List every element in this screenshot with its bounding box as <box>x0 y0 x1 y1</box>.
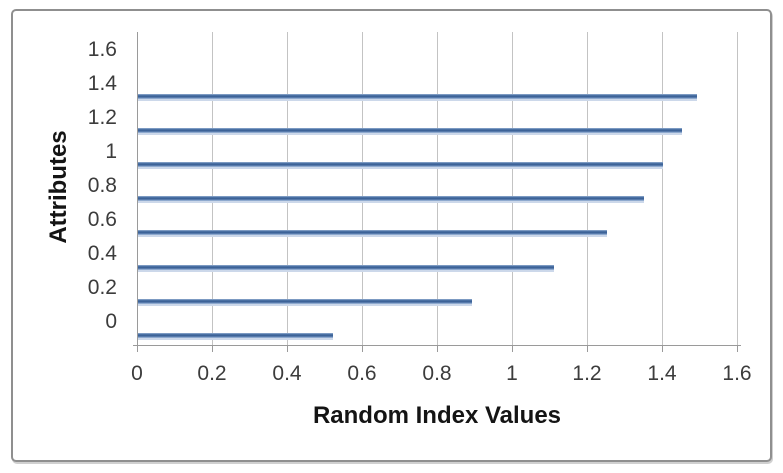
y-tick-label: 0.4 <box>87 241 117 265</box>
vertical-gridline <box>587 32 588 345</box>
vertical-gridline <box>362 32 363 345</box>
x-tick-label: 1.2 <box>572 362 602 385</box>
y-axis-line <box>137 32 138 345</box>
x-tick-label: 1.4 <box>647 362 677 385</box>
x-tick-label: 0 <box>131 362 143 385</box>
y-tick-label: 0.2 <box>87 275 117 299</box>
x-axis-tick <box>287 345 288 352</box>
x-tick-label: 1.6 <box>722 362 752 385</box>
x-axis-tick <box>737 345 738 352</box>
y-tick-label: 1.2 <box>87 105 117 129</box>
bar-series-random-index <box>138 298 472 306</box>
vertical-gridline <box>737 32 738 345</box>
x-tick-label: 0.2 <box>197 362 227 385</box>
vertical-gridline <box>212 32 213 345</box>
y-tick-label: 0.8 <box>87 173 117 197</box>
x-axis-tick <box>362 345 363 352</box>
y-tick-label: 1.6 <box>87 38 117 61</box>
vertical-gridline <box>287 32 288 345</box>
x-axis-tick <box>437 345 438 352</box>
x-tick-label: 0.8 <box>422 362 452 385</box>
y-tick-label: 0.6 <box>87 207 117 231</box>
bar-series-random-index <box>138 264 554 272</box>
bar-series-random-index <box>138 162 663 169</box>
x-axis-tick <box>212 345 213 352</box>
bar-series-random-index <box>138 127 682 135</box>
x-axis-tick <box>662 345 663 352</box>
bar-series-random-index <box>138 230 607 238</box>
bar-series-random-index <box>138 196 644 204</box>
bar-series-random-index <box>138 93 697 101</box>
y-tick-label: 1 <box>105 139 117 163</box>
bar-series-random-index <box>138 333 333 340</box>
vertical-gridline <box>512 32 513 345</box>
x-axis-tick <box>137 345 138 352</box>
x-axis-line <box>133 345 741 346</box>
x-tick-label: 0.6 <box>347 362 377 385</box>
x-axis-tick <box>512 345 513 352</box>
x-axis-tick <box>587 345 588 352</box>
y-tick-label: 1.4 <box>87 71 117 95</box>
vertical-gridline <box>662 32 663 345</box>
x-tick-label: 1 <box>506 362 518 385</box>
vertical-gridline <box>437 32 438 345</box>
x-axis-title: Random Index Values <box>312 402 562 429</box>
y-tick-label: 0 <box>105 309 117 333</box>
x-tick-label: 0.4 <box>272 362 302 385</box>
